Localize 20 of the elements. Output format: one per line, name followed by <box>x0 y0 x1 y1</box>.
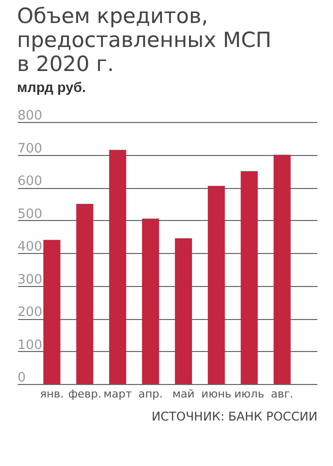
x-tick-label: янв. <box>40 388 64 400</box>
x-tick-label: июль <box>234 388 264 400</box>
y-tick-label: 0 <box>18 370 26 386</box>
x-tick-label: апр. <box>138 388 163 400</box>
x-tick-label: авг. <box>270 388 294 400</box>
y-tick-label: 200 <box>18 305 42 320</box>
y-tick-label: 700 <box>18 141 42 156</box>
text: ИСТОЧНИК: БАНК РОССИИ <box>152 410 318 424</box>
chart-title: Объем кредитов, предоставленных МСП в 2020 г. <box>17 4 272 76</box>
y-tick-label: 600 <box>18 174 42 189</box>
x-tick-label: май <box>172 388 195 400</box>
y-axis-title: млрд руб. <box>17 79 86 95</box>
y-tick-label: 400 <box>18 240 42 254</box>
x-tick-label: март <box>103 388 132 400</box>
y-tick-label: 500 <box>18 206 42 222</box>
y-tick-label: 800 <box>18 108 42 124</box>
x-tick-label: июнь <box>201 388 232 400</box>
x-tick-label: февр. <box>68 388 102 400</box>
y-tick-label: 100 <box>18 338 42 353</box>
y-tick-label: 300 <box>18 272 42 288</box>
